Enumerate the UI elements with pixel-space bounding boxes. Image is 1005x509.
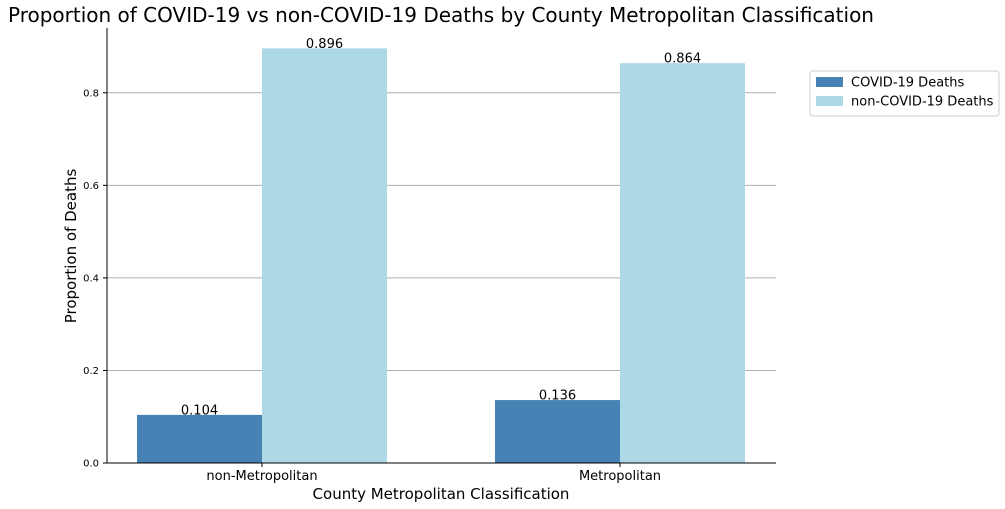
y-tick-label: 0.8: [83, 88, 99, 99]
bar-non-covid-0: [262, 48, 387, 464]
x-tick-label: Metropolitan: [579, 469, 661, 484]
legend-swatch: [816, 77, 843, 87]
bar-covid-0: [137, 414, 262, 463]
data-label: 0.864: [664, 52, 701, 67]
y-tick-label: 0.4: [83, 273, 99, 284]
x-ticks: non-Metropolitan Metropolitan: [206, 463, 661, 484]
bar-covid-1: [495, 400, 620, 463]
bar-non-covid-1: [620, 63, 745, 463]
legend: COVID-19 Deaths non-COVID-19 Deaths: [809, 70, 1000, 117]
x-tick-label: non-Metropolitan: [206, 469, 317, 484]
data-label: 0.896: [306, 37, 343, 52]
y-tick-label: 0.6: [83, 181, 99, 192]
legend-box: [809, 70, 1000, 117]
y-axis-title: Proportion of Deaths: [62, 169, 80, 324]
y-tick-label: 0.0: [83, 459, 99, 470]
x-axis-title: County Metropolitan Classification: [313, 485, 570, 503]
data-label: 0.136: [539, 389, 576, 404]
y-ticks: 0.0 0.2 0.4 0.6 0.8: [83, 88, 107, 470]
y-tick-label: 0.2: [83, 366, 99, 377]
legend-swatch: [816, 96, 843, 106]
legend-label: COVID-19 Deaths: [851, 76, 964, 91]
legend-label: non-COVID-19 Deaths: [851, 95, 994, 110]
data-label: 0.104: [181, 403, 218, 418]
bars: [137, 48, 745, 464]
data-labels: 0.104 0.896 0.136 0.864: [181, 37, 701, 419]
chart-title: Proportion of COVID-19 vs non-COVID-19 D…: [8, 3, 874, 27]
